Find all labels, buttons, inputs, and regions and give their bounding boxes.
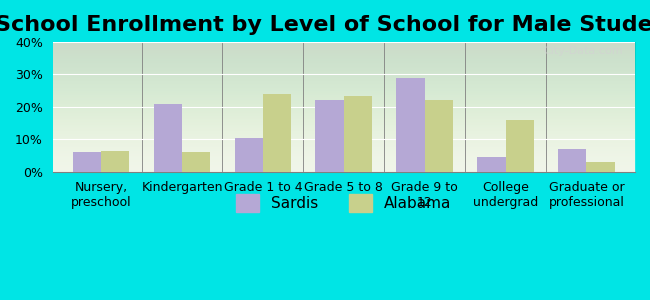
Bar (506, 120, 534, 172)
Bar (315, 100, 344, 172)
Bar (101, 151, 129, 172)
Bar (396, 78, 424, 172)
Bar (153, 103, 182, 172)
Bar (344, 95, 372, 172)
Text: City-Data.com: City-Data.com (544, 46, 623, 56)
Bar (586, 162, 615, 172)
Bar (558, 149, 586, 172)
Bar (477, 157, 506, 172)
Bar (424, 100, 453, 172)
Legend: Sardis, Alabama: Sardis, Alabama (230, 188, 458, 218)
Bar (182, 152, 211, 172)
Bar (263, 94, 291, 172)
Title: School Enrollment by Level of School for Male Students: School Enrollment by Level of School for… (0, 15, 650, 35)
Bar (235, 138, 263, 172)
Bar (73, 152, 101, 172)
